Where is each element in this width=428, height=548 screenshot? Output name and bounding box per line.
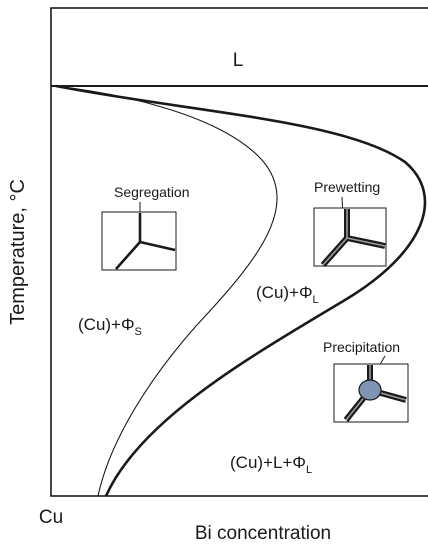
diagram-frame — [50, 7, 428, 497]
precipitation-inset: Precipitation — [323, 339, 409, 423]
phi-l-boundary-line — [55, 84, 427, 497]
region-cu-phi-l-label: (Cu)+ΦL — [256, 283, 319, 306]
precipitation-label: Precipitation — [323, 339, 400, 355]
segregation-label: Segregation — [114, 184, 190, 200]
origin-label: Cu — [39, 507, 63, 528]
phi-s-boundary-line — [53, 85, 278, 497]
x-axis-label: Bi concentration — [195, 523, 331, 544]
prewetting-inset: Prewetting — [313, 179, 387, 267]
precipitate-particle — [358, 379, 382, 401]
segregation-inset: Segregation — [101, 184, 190, 271]
region-cu-l-phi-l-label: (Cu)+L+ΦL — [230, 453, 312, 476]
segregation-grain-boundary — [115, 213, 176, 270]
region-cu-phi-s-label: (Cu)+ΦS — [78, 315, 142, 338]
prewetting-label: Prewetting — [314, 179, 380, 195]
region-liquid-label: L — [233, 50, 244, 71]
y-axis-label: Temperature, °C — [7, 179, 29, 325]
